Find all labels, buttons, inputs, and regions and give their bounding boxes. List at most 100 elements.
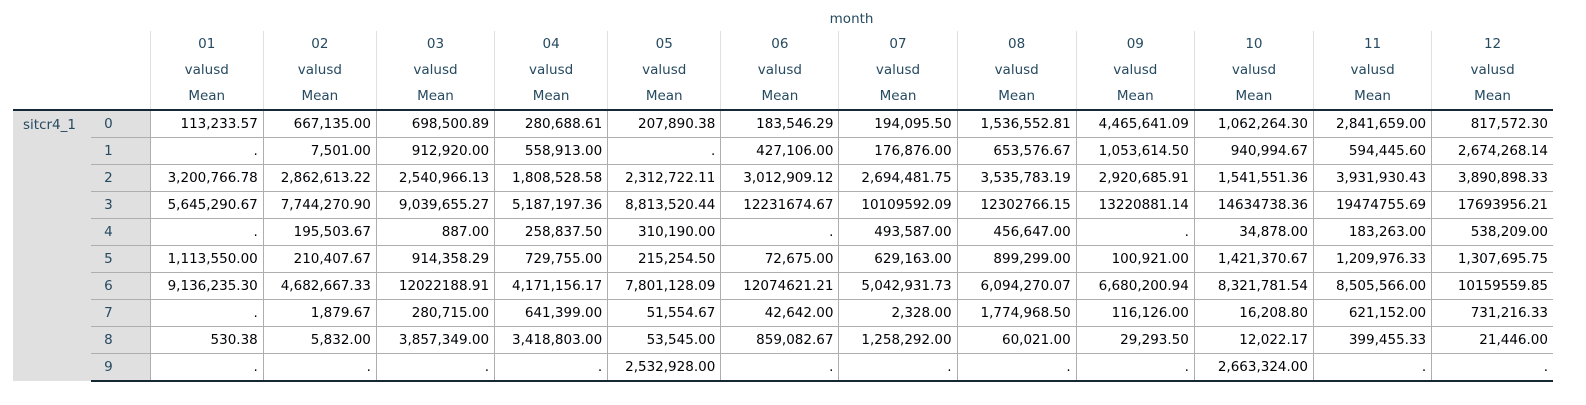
table-cell: 12,022.17 (1193, 326, 1314, 354)
table-cell: . (375, 353, 495, 382)
table-cell: 280,688.61 (494, 110, 608, 138)
table-cell: 12231674.67 (720, 191, 839, 219)
row-category-label: 7 (91, 299, 151, 327)
column-variable-label: valusd (1431, 57, 1553, 83)
table-cell: 310,190.00 (607, 218, 721, 246)
column-variable-label: valusd (1193, 57, 1314, 83)
corner-cell (13, 83, 151, 111)
table-cell: 5,187,197.36 (494, 191, 608, 219)
table-cell: . (494, 353, 608, 382)
table-cell: 4,465,641.09 (1075, 110, 1195, 138)
table-cell: 1,879.67 (262, 299, 377, 327)
column-stat-label: Mean (1075, 83, 1195, 111)
table-cell: . (149, 353, 264, 382)
column-month-label: 05 (607, 31, 721, 57)
row-category-label: 9 (91, 353, 151, 382)
table-cell: 12302766.15 (956, 191, 1077, 219)
table-cell: 3,535,783.19 (956, 164, 1077, 192)
table-cell: 1,774,968.50 (956, 299, 1077, 327)
row-category-label: 3 (91, 191, 151, 219)
table-cell: 667,135.00 (262, 110, 377, 138)
table-cell: 1,258,292.00 (838, 326, 958, 354)
table-row: 9.... 2,532,928.00.... 2,663,324.00.. (13, 353, 1553, 382)
table-cell: 195,503.67 (262, 218, 377, 246)
table-cell: 887.00 (375, 218, 495, 246)
table-cell: 538,209.00 (1431, 218, 1553, 246)
table-cell: 3,857,349.00 (375, 326, 495, 354)
column-variable-label: valusd (720, 57, 839, 83)
table-cell: 2,540,966.13 (375, 164, 495, 192)
table-cell: 899,299.00 (956, 245, 1077, 273)
table-cell: . (1431, 353, 1553, 382)
table-cell: 215,254.50 (607, 245, 721, 273)
table-cell: 1,307,695.75 (1431, 245, 1553, 273)
table-cell: 2,841,659.00 (1312, 110, 1432, 138)
table-cell: 2,328.00 (838, 299, 958, 327)
table-cell: 29,293.50 (1075, 326, 1195, 354)
table-header: month 01 02 03 04 05 06 07 08 09 10 11 12 valusd val… (13, 6, 1553, 111)
table-cell: 10109592.09 (838, 191, 958, 219)
table-cell: 6,094,270.07 (956, 272, 1077, 300)
table-cell: . (149, 137, 264, 165)
table-row: 5 1,113,550.00 210,407.67 914,358.29 729,755… (13, 245, 1553, 273)
table-cell: 4,682,667.33 (262, 272, 377, 300)
table-cell: 183,546.29 (720, 110, 839, 138)
column-stat-label: Mean (149, 83, 264, 111)
table-cell: 2,532,928.00 (607, 353, 721, 382)
table-cell: 1,808,528.58 (494, 164, 608, 192)
table-cell: 7,744,270.90 (262, 191, 377, 219)
table-cell: 210,407.67 (262, 245, 377, 273)
table-cell: 653,576.67 (956, 137, 1077, 165)
table-cell: 258,837.50 (494, 218, 608, 246)
table-cell: . (1312, 353, 1432, 382)
column-month-label: 04 (494, 31, 608, 57)
table-cell: 8,505,566.00 (1312, 272, 1432, 300)
table-cell: 1,062,264.30 (1193, 110, 1314, 138)
table-cell: 14634738.36 (1193, 191, 1314, 219)
table-cell: 3,418,803.00 (494, 326, 608, 354)
column-month-label: 07 (838, 31, 958, 57)
table-cell: 51,554.67 (607, 299, 721, 327)
column-variable-label: valusd (1312, 57, 1432, 83)
column-stat-label: Mean (262, 83, 377, 111)
table-cell: 4,171,156.17 (494, 272, 608, 300)
corner-cell (13, 57, 150, 83)
column-month-label: 03 (375, 31, 495, 57)
column-variable-label: valusd (1075, 57, 1195, 83)
table-cell: 12074621.21 (720, 272, 839, 300)
table-cell: . (262, 353, 377, 382)
table-cell: 914,358.29 (375, 245, 495, 273)
table-row: 1. 7,501.00 912,920.00 558,913.00. 427,106.0… (13, 137, 1553, 165)
table-cell: 1,536,552.81 (956, 110, 1077, 138)
table-cell: 1,209,976.33 (1312, 245, 1432, 273)
table-cell: 42,642.00 (720, 299, 839, 327)
table-cell: 10159559.85 (1431, 272, 1553, 300)
row-category-label: 5 (91, 245, 151, 273)
month-header: month (829, 10, 874, 27)
column-variable-label: valusd (149, 57, 264, 83)
table-row: 6 9,136,235.30 4,682,667.33 12022188.91 4,17… (13, 272, 1553, 300)
table-cell: 2,920,685.91 (1075, 164, 1195, 192)
column-month-label: 10 (1193, 31, 1314, 57)
table-row: sitcr4_1 0 113,233.57 667,135.00 698,500.89 2… (13, 110, 1553, 381)
table-cell: 641,399.00 (494, 299, 608, 327)
table-cell: 629,163.00 (838, 245, 958, 273)
table-cell: 1,421,370.67 (1193, 245, 1314, 273)
column-month-label: 01 (149, 31, 264, 57)
table-cell: 7,801,128.09 (607, 272, 721, 300)
table-cell: 9,136,235.30 (149, 272, 264, 300)
table-cell: 8,813,520.44 (607, 191, 721, 219)
row-category-label: 1 (91, 137, 151, 165)
column-month-label: 11 (1312, 31, 1432, 57)
table-row: 8 530.38 5,832.00 3,857,349.00 3,418,803.00 5… (13, 326, 1553, 354)
table-cell: 34,878.00 (1193, 218, 1314, 246)
table-cell: 530.38 (149, 326, 264, 354)
column-variable-label: valusd (956, 57, 1077, 83)
table-row: 4. 195,503.67 887.00 258,837.50 310,190.00. 4… (13, 218, 1553, 246)
table-cell: 1,053,614.50 (1075, 137, 1195, 165)
table-cell: 3,200,766.78 (149, 164, 264, 192)
table-cell: 21,446.00 (1431, 326, 1553, 354)
pivot-table: month 01 02 03 04 05 06 07 08 09 10 11 12 valusd val… (13, 6, 1553, 382)
table-cell: 1,541,551.36 (1193, 164, 1314, 192)
column-stat-label: Mean (956, 83, 1077, 111)
